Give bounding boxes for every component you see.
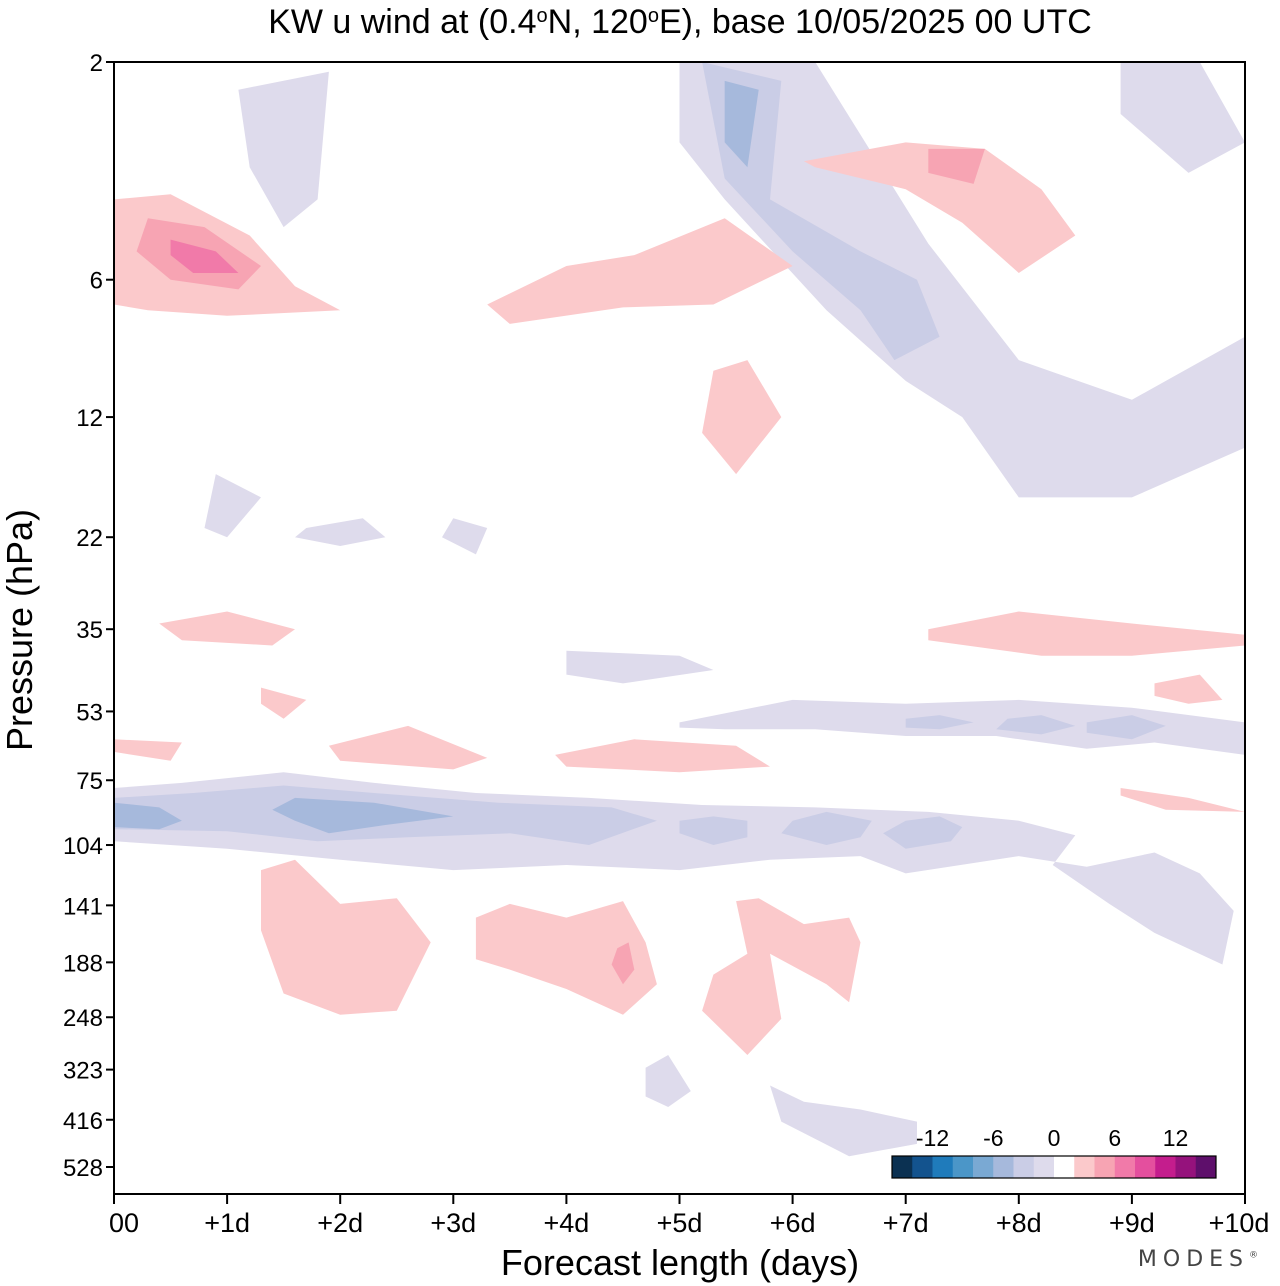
colorbar-segment bbox=[993, 1156, 1014, 1178]
y-tick-label: 104 bbox=[63, 833, 103, 860]
contour-region-28 bbox=[702, 360, 782, 475]
contour-region-4 bbox=[883, 816, 963, 849]
contour-region-26 bbox=[803, 142, 1076, 273]
colorbar-segment bbox=[952, 1156, 974, 1178]
contour-region-10 bbox=[1086, 715, 1166, 740]
y-tick-label: 35 bbox=[76, 617, 103, 644]
contour-region-25 bbox=[487, 218, 793, 324]
colorbar: -12 -6 0 6 12 bbox=[891, 1125, 1217, 1179]
contour-region-33 bbox=[114, 739, 182, 761]
x-tick-label: +8d bbox=[996, 1208, 1042, 1238]
colorbar-tick-label: 12 bbox=[1163, 1125, 1189, 1151]
x-axis: 00 +1d +2d +3d +4d +5d +6d +7d +8d +9d +10d bbox=[109, 1194, 1269, 1238]
contour-region-17 bbox=[770, 1085, 917, 1157]
contour-region-8 bbox=[905, 715, 974, 730]
contour-region-30 bbox=[928, 611, 1245, 656]
colorbar-segment bbox=[1155, 1156, 1176, 1178]
contour-region-9 bbox=[996, 715, 1076, 735]
x-tick-label: +6d bbox=[770, 1208, 816, 1238]
y-tick-label: 22 bbox=[76, 525, 103, 552]
brand-logo: MODES® bbox=[1137, 1247, 1258, 1272]
colorbar-segment bbox=[1094, 1156, 1116, 1178]
colorbar-segment bbox=[1033, 1156, 1055, 1178]
y-axis: 2 6 12 22 35 53 75 104 141 188 248 323 416 528 bbox=[63, 50, 114, 1182]
colorbar-segment bbox=[1135, 1156, 1156, 1178]
contour-region-31 bbox=[261, 687, 307, 719]
y-tick-label: 323 bbox=[63, 1058, 103, 1085]
x-tick-label: +10d bbox=[1209, 1208, 1270, 1238]
contour-region-20 bbox=[295, 518, 386, 546]
y-tick-label: 528 bbox=[63, 1155, 103, 1182]
x-tick-label: +2d bbox=[317, 1208, 363, 1238]
contour-region-11 bbox=[566, 650, 714, 684]
colorbar-tick-label: 0 bbox=[1048, 1125, 1061, 1151]
colorbar-segment bbox=[1195, 1156, 1217, 1178]
x-tick-label: 00 bbox=[109, 1208, 139, 1238]
contour-region-13 bbox=[702, 62, 940, 361]
contour-region-12 bbox=[679, 62, 1245, 498]
contour-region-19 bbox=[204, 474, 261, 538]
y-tick-label: 6 bbox=[90, 268, 103, 295]
contour-region-29 bbox=[159, 611, 295, 646]
colorbar-segment bbox=[1074, 1156, 1095, 1178]
colorbar-segment bbox=[1054, 1156, 1075, 1178]
contour-region-37 bbox=[261, 859, 431, 1015]
y-tick-label: 2 bbox=[90, 50, 103, 77]
colorbar-segment bbox=[1013, 1156, 1035, 1178]
x-tick-label: +1d bbox=[204, 1208, 250, 1238]
y-tick-label: 188 bbox=[63, 950, 103, 977]
x-tick-label: +7d bbox=[883, 1208, 929, 1238]
colorbar-segment bbox=[1175, 1156, 1197, 1178]
colorbar-tick-label: 6 bbox=[1108, 1125, 1121, 1151]
contour-region-3 bbox=[781, 811, 872, 845]
y-tick-label: 12 bbox=[76, 405, 103, 432]
contour-region-18 bbox=[645, 1055, 691, 1107]
contour-region-7 bbox=[679, 699, 1245, 755]
contour-region-16 bbox=[238, 71, 329, 228]
contour-region-36 bbox=[1120, 788, 1245, 812]
contour-region-27 bbox=[928, 148, 985, 184]
colorbar-segment bbox=[912, 1156, 933, 1178]
contour-region-5 bbox=[114, 802, 182, 830]
contour-region-14 bbox=[724, 80, 759, 168]
x-tick-label: +9d bbox=[1109, 1208, 1155, 1238]
x-tick-label: +3d bbox=[430, 1208, 476, 1238]
contour-region-21 bbox=[442, 518, 488, 555]
contour-region-6 bbox=[272, 797, 454, 834]
contour-region-24 bbox=[170, 239, 239, 273]
colorbar-tick-label: -12 bbox=[916, 1125, 949, 1151]
y-tick-label: 75 bbox=[76, 768, 103, 795]
colorbar-segment bbox=[932, 1156, 954, 1178]
contour-region-39 bbox=[611, 942, 635, 985]
contour-region-35 bbox=[555, 739, 770, 773]
contour-region-38 bbox=[475, 901, 657, 1015]
colorbar-segment bbox=[973, 1156, 994, 1178]
colorbar-segment bbox=[1114, 1156, 1136, 1178]
contour-region-15 bbox=[1120, 62, 1245, 173]
colorbar-tick-label: -6 bbox=[983, 1125, 1003, 1151]
y-tick-label: 53 bbox=[76, 699, 103, 726]
y-tick-label: 248 bbox=[63, 1005, 103, 1032]
contour-region-2 bbox=[679, 816, 748, 845]
x-tick-label: +5d bbox=[657, 1208, 703, 1238]
contour-region-32 bbox=[1154, 674, 1223, 704]
contour-region-40 bbox=[702, 898, 861, 1055]
chart-title: KW u wind at (0.4oN, 120oE), base 10/05/… bbox=[268, 3, 1092, 41]
x-tick-label: +4d bbox=[543, 1208, 589, 1238]
contour-fills bbox=[114, 62, 1245, 1157]
colorbar-segment bbox=[892, 1156, 913, 1178]
y-tick-label: 141 bbox=[63, 893, 103, 920]
colorbar-frame bbox=[891, 1155, 1217, 1179]
contour-region-34 bbox=[328, 725, 488, 770]
x-axis-label: Forecast length (days) bbox=[501, 1242, 859, 1283]
y-axis-label: Pressure (hPa) bbox=[0, 509, 40, 751]
y-tick-label: 416 bbox=[63, 1108, 103, 1135]
